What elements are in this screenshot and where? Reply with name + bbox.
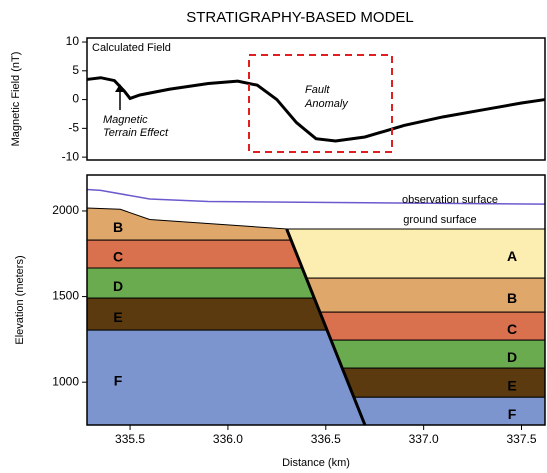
layer-label: F (114, 372, 123, 388)
layer-label: D (507, 349, 517, 365)
layer (87, 330, 365, 425)
y-tick-label: 10 (66, 34, 80, 48)
annotation: ground surface (403, 214, 476, 226)
y-tick-label: -10 (62, 149, 80, 163)
annotation: Terrain Effect (103, 127, 169, 139)
y-tick-label: 1000 (52, 374, 79, 388)
layer-label: F (508, 406, 517, 422)
y-tick-label: 2000 (52, 203, 79, 217)
y-tick-label: 1500 (52, 289, 79, 303)
y-tick-label: -5 (68, 121, 79, 135)
annotation: Fault (305, 84, 330, 96)
x-tick-label: 336.0 (213, 432, 243, 446)
layer-label: B (507, 290, 517, 306)
layer-label: A (507, 248, 517, 264)
annotation: Calculated Field (92, 42, 171, 54)
layer-label: C (113, 249, 123, 265)
layer (354, 397, 545, 425)
y-tick-label: 0 (72, 92, 79, 106)
y-axis-label: Magnetic Field (nT) (10, 52, 22, 147)
y-tick-label: 5 (72, 63, 79, 77)
x-axis-label: Distance (km) (282, 457, 350, 469)
layer-label: E (113, 309, 122, 325)
annotation: Anomaly (304, 98, 349, 110)
x-tick-label: 336.5 (311, 432, 341, 446)
layer-label: E (507, 377, 516, 393)
layer-label: C (507, 321, 517, 337)
figure: STRATIGRAPHY-BASED MODEL Magnetic Field … (0, 0, 547, 473)
layer-label: D (113, 278, 123, 294)
x-tick-label: 337.5 (506, 432, 536, 446)
x-tick-label: 337.0 (409, 432, 439, 446)
layer-label: B (113, 219, 123, 235)
annotation: Magnetic (103, 114, 148, 126)
x-tick-label: 335.5 (115, 432, 145, 446)
layer (87, 298, 327, 330)
chart-title: STRATIGRAPHY-BASED MODEL (186, 9, 414, 26)
y-axis-label: Elevation (meters) (14, 255, 26, 344)
line-label: observation surface (402, 194, 498, 206)
